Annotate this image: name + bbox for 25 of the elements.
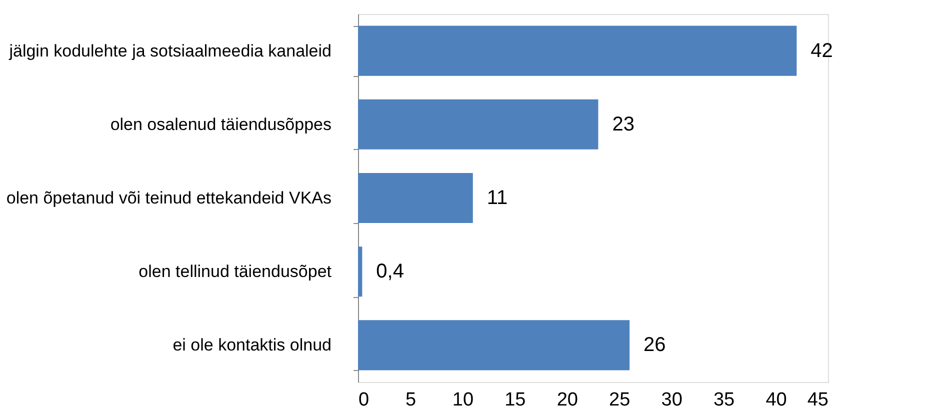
data-label: 23 (612, 113, 634, 136)
x-tick-label: 5 (405, 390, 416, 410)
bar (358, 320, 630, 370)
x-tick-label: 25 (609, 390, 630, 410)
data-label: 26 (644, 334, 666, 356)
y-tick-label: olen osalenud täiendusõppes (110, 114, 332, 134)
y-tick-label: olen tellinud täiendusõpet (138, 262, 332, 282)
y-tick-label: ei ole kontaktis olnud (172, 336, 332, 355)
y-tick-label: olen õpetanud või teinud ettekandeid VKAs (6, 188, 332, 208)
x-tick-label: 35 (713, 390, 735, 410)
x-tick-label: 45 (807, 390, 828, 410)
data-label: 11 (486, 187, 508, 209)
data-label: 42 (810, 40, 833, 62)
bar (358, 99, 598, 150)
x-tick-label: 0 (358, 390, 370, 410)
x-tick-label: 30 (661, 390, 682, 410)
x-tick-label: 20 (556, 390, 578, 410)
bar (358, 172, 473, 224)
x-tick-label: 10 (452, 390, 474, 410)
x-tick-label: 15 (504, 390, 526, 410)
bar (358, 246, 362, 297)
x-tick-label: 40 (766, 390, 787, 410)
bar (358, 26, 797, 76)
y-tick-label: jälgin kodulehte ja sotsiaalmeedia kanaleid (8, 41, 332, 60)
data-label: 0,4 (376, 260, 404, 283)
